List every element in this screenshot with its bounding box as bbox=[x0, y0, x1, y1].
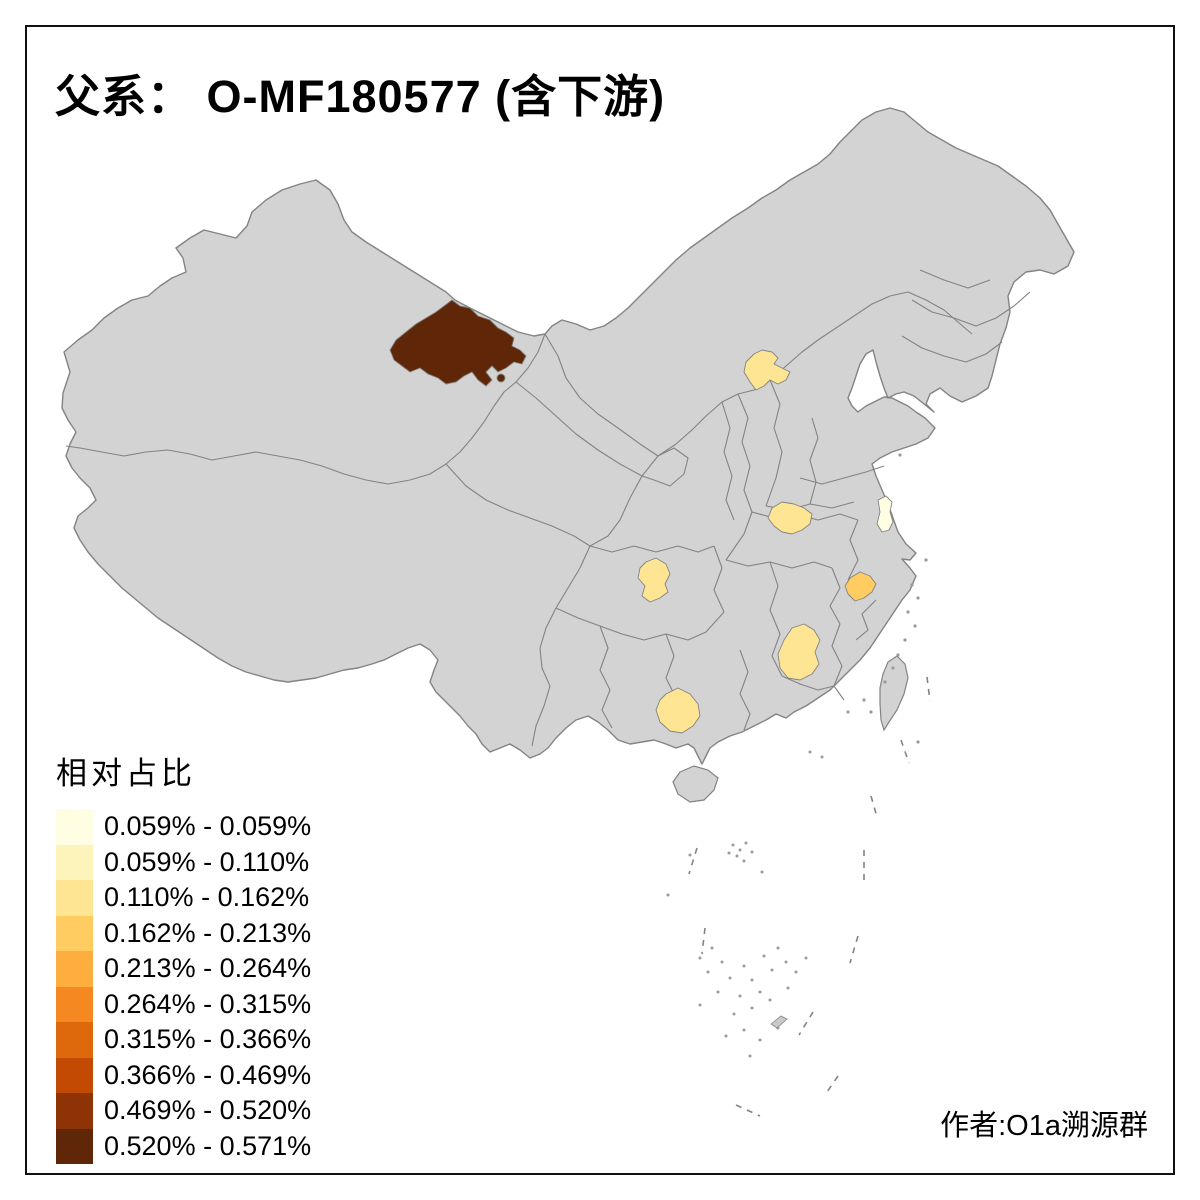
legend-color-swatch bbox=[56, 880, 93, 916]
region-east-xinjiang-hami bbox=[389, 299, 527, 387]
mainland-china-shape bbox=[61, 107, 1075, 765]
legend-color-swatch bbox=[56, 915, 93, 951]
legend-item: 0.110% - 0.162% bbox=[56, 880, 311, 916]
islands bbox=[666, 453, 931, 1117]
legend-item-label: 0.059% - 0.110% bbox=[104, 846, 310, 877]
legend-color-swatch bbox=[56, 809, 93, 845]
legend-color-swatch bbox=[56, 1093, 93, 1129]
legend-item: 0.059% - 0.110% bbox=[56, 844, 311, 880]
region-south-jiangxi bbox=[777, 623, 821, 681]
legend-title: 相对占比 bbox=[56, 756, 196, 791]
plot-frame bbox=[25, 25, 1175, 1175]
legend-item-label: 0.469% - 0.520% bbox=[104, 1095, 312, 1126]
page-title: 父系： O-MF180577 (含下游) bbox=[55, 71, 666, 122]
legend-color-swatch bbox=[56, 844, 93, 880]
legend-item-label: 0.520% - 0.571% bbox=[104, 1130, 312, 1161]
legend-item-label: 0.059% - 0.059% bbox=[104, 811, 312, 842]
region-northwest-hebei bbox=[743, 349, 791, 391]
region-central-jiangsu bbox=[876, 495, 894, 533]
legend-item-label: 0.366% - 0.469% bbox=[104, 1059, 312, 1090]
legend-item-label: 0.162% - 0.213% bbox=[104, 917, 312, 948]
legend-item-label: 0.110% - 0.162% bbox=[104, 882, 310, 913]
legend-item: 0.469% - 0.520% bbox=[56, 1093, 311, 1129]
region-east-sichuan-chongqing bbox=[637, 557, 671, 603]
coastal-islets bbox=[846, 453, 928, 744]
legend-item: 0.366% - 0.469% bbox=[56, 1057, 312, 1093]
legend-item: 0.520% - 0.571% bbox=[56, 1128, 312, 1164]
hainan-island bbox=[672, 765, 719, 803]
taiwan-island bbox=[879, 655, 909, 732]
legend-color-swatch bbox=[56, 986, 93, 1022]
region-west-zhejiang bbox=[844, 571, 877, 602]
legend-item: 0.264% - 0.315% bbox=[56, 986, 312, 1022]
region-southwest-henan bbox=[767, 501, 813, 535]
sea-boundary-dashes bbox=[688, 676, 931, 1117]
legend-item: 0.162% - 0.213% bbox=[56, 915, 312, 951]
author-credit: 作者:O1a溯源群 bbox=[940, 1110, 1148, 1142]
province-borders bbox=[65, 269, 1031, 747]
legend-color-swatch bbox=[56, 1128, 93, 1164]
legend-color-swatch bbox=[56, 1057, 93, 1093]
region-east-xinjiang-hami-islet bbox=[496, 373, 506, 383]
legend-item: 0.213% - 0.264% bbox=[56, 951, 311, 987]
legend-item-label: 0.315% - 0.366% bbox=[104, 1024, 312, 1055]
map-legend: 相对占比 0.059% - 0.059% 0.059% - 0.110% 0.1… bbox=[56, 748, 311, 1164]
legend-color-swatch bbox=[56, 951, 93, 987]
region-central-guangxi bbox=[655, 687, 701, 734]
legend-color-swatch bbox=[56, 1022, 93, 1058]
legend-item-label: 0.264% - 0.315% bbox=[104, 988, 312, 1019]
legend-item: 0.059% - 0.059% bbox=[56, 809, 311, 845]
legend-item: 0.315% - 0.366% bbox=[56, 1022, 311, 1058]
south-china-sea-islands bbox=[666, 750, 824, 1058]
legend-item-label: 0.213% - 0.264% bbox=[104, 953, 312, 984]
highlighted-regions bbox=[389, 299, 894, 734]
